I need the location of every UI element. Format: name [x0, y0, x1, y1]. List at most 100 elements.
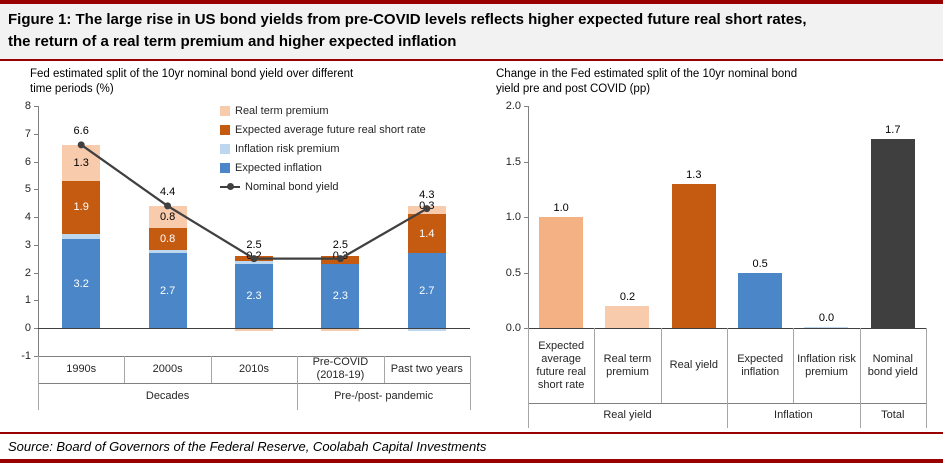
category-separator	[793, 328, 795, 403]
y-axis-line	[528, 106, 529, 328]
bar-value-label: 1.7	[885, 124, 901, 137]
category-label-line: premium	[805, 365, 848, 378]
category-label: Expected inflation	[727, 328, 793, 403]
y-axis-label: -1	[21, 349, 31, 362]
category-label: Nominal bond yield	[860, 328, 926, 403]
category-label-line: bond yield	[867, 365, 918, 378]
y-axis-label: 2.0	[505, 100, 521, 112]
bar-value-label: 0.2	[619, 290, 636, 303]
y-axis-line	[38, 106, 39, 356]
category-label-line: inflation	[741, 365, 780, 378]
bar-segment	[407, 253, 446, 328]
category-label-line: Nominal	[872, 352, 913, 365]
legend-item: Nominal bond yield	[220, 177, 426, 196]
change-bar	[539, 217, 584, 328]
group-separator	[859, 403, 861, 428]
change-bar	[804, 326, 849, 328]
category-label: 2000s	[124, 356, 210, 383]
y-axis-label: 2	[24, 266, 31, 279]
bar-segment	[148, 250, 187, 254]
category-separator	[660, 328, 662, 403]
category-label-line: 2010s	[239, 362, 269, 375]
y-axis-label: 0	[24, 322, 31, 334]
bar-segment-label: 0.8	[159, 233, 176, 246]
legend-label: Real term premium	[235, 104, 329, 117]
legend-item: Expected average future real short rate	[220, 120, 426, 139]
legend-swatch	[220, 124, 230, 135]
y-axis-label: 4	[24, 211, 31, 223]
legend-swatch	[220, 143, 230, 154]
y-tick-mark	[34, 161, 38, 163]
y-axis-label: 8	[24, 100, 31, 112]
y-tick-mark	[34, 133, 38, 135]
group-separator	[470, 382, 471, 410]
bar-segment-label: 1.4	[419, 227, 435, 240]
category-label: 2010s	[211, 356, 297, 383]
category-separator	[594, 328, 596, 403]
legend-item: Inflation risk premium	[220, 139, 426, 158]
legend-item: Expected inflation	[220, 158, 426, 177]
category-separator	[38, 355, 39, 383]
group-separator	[726, 403, 728, 428]
category-label-line: Expected	[737, 352, 784, 365]
category-label: Real yield	[661, 328, 727, 403]
y-tick-mark	[524, 106, 528, 107]
y-tick-mark	[524, 217, 528, 218]
bar-segment	[235, 264, 273, 328]
y-tick-mark	[524, 161, 528, 163]
group-separator	[528, 403, 529, 428]
legend-item: Real term premium	[220, 101, 426, 120]
bar-value-label: 0.0	[818, 311, 835, 324]
category-label-line: Past two years	[390, 362, 463, 375]
category-separator	[383, 355, 385, 383]
bar-segment	[321, 328, 360, 331]
y-axis-label: 3	[24, 238, 31, 251]
category-label: Pre-COVID (2018-19)	[297, 356, 383, 383]
line-value-label: 4.4	[159, 185, 176, 198]
y-axis-label: 1.5	[505, 155, 521, 168]
category-separator	[925, 328, 927, 403]
bar-segment	[407, 328, 446, 331]
y-tick-mark	[34, 328, 38, 329]
category-label-line: premium	[606, 365, 649, 378]
category-label-line: Pre-COVID	[312, 356, 369, 369]
legend-label: Nominal bond yield	[245, 180, 339, 193]
bar-segment-label: 1.9	[73, 201, 89, 214]
change-bar	[605, 305, 650, 328]
line-value-label: 4.3	[419, 188, 435, 201]
category-label-line: Inflation risk	[797, 352, 856, 365]
legend-label: Inflation risk premium	[235, 142, 340, 155]
y-axis-label: 0.5	[505, 266, 521, 279]
legend-swatch	[220, 162, 230, 173]
bar-segment-label: 2.7	[419, 284, 435, 297]
category-label-line: Expected	[538, 339, 585, 352]
y-tick-mark	[524, 328, 528, 329]
left-chart: Fed estimated split of the 10yr nominal …	[8, 61, 478, 432]
category-separator	[528, 328, 529, 403]
figure-title-line1: Figure 1: The large rise in US bond yiel…	[8, 11, 807, 28]
group-separator	[925, 403, 927, 428]
category-label-line: average	[541, 352, 582, 365]
bar-segment	[235, 328, 273, 331]
bar-segment-label: 1.3	[73, 156, 89, 169]
category-label: 1990s	[38, 356, 124, 383]
bar-segment	[321, 264, 360, 328]
y-tick-mark	[34, 272, 38, 274]
bar-segment-label: 0.8	[159, 211, 176, 223]
category-label-line: 1990s	[66, 362, 97, 375]
change-bar	[738, 272, 783, 328]
line-value-label: 2.5	[246, 238, 262, 251]
category-label-line: future real	[536, 365, 586, 378]
legend-label: Expected average future real short rate	[235, 123, 426, 136]
category-label-line: Real yield	[669, 359, 718, 371]
line-value-label: 2.5	[332, 238, 349, 251]
left-chart-subtitle: Fed estimated split of the 10yr nominal …	[30, 68, 354, 95]
category-separator	[470, 355, 471, 383]
y-tick-mark	[34, 106, 38, 107]
category-label: Expected average future real short rate	[528, 328, 594, 403]
category-separator	[726, 328, 728, 403]
bar-segment-label: 2.7	[159, 284, 176, 297]
legend-swatch	[220, 105, 230, 116]
line-value-label: 6.6	[73, 124, 89, 137]
change-bar	[671, 183, 716, 328]
